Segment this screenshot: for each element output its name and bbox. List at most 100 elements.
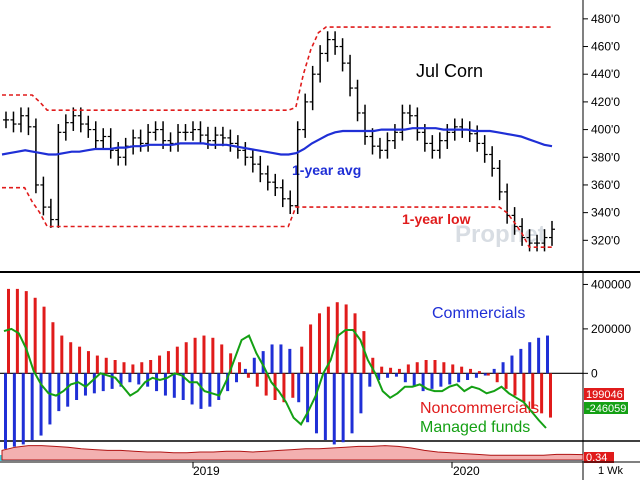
positions-tick-label: 0 xyxy=(591,366,598,380)
commercials-bar xyxy=(181,373,185,400)
noncommercials-bar xyxy=(264,373,268,396)
noncommercials-bar xyxy=(522,373,526,403)
noncommercials-bar xyxy=(24,291,28,374)
noncommercials-bar xyxy=(531,373,535,409)
noncommercials-bar xyxy=(451,364,455,374)
noncommercials-bar xyxy=(158,355,162,374)
noncommercials-bar xyxy=(469,368,473,374)
noncommercials-bar xyxy=(326,306,330,374)
commercials-bar xyxy=(288,348,292,374)
noncommercials-bar xyxy=(78,346,82,374)
commercials-bar xyxy=(243,368,247,374)
commercials-bar xyxy=(137,373,141,385)
commercials-bar xyxy=(386,373,390,378)
noncommercials-bar xyxy=(549,373,552,418)
noncommercials-bar xyxy=(495,373,499,383)
noncommercials-bar xyxy=(33,297,37,374)
commercials-bar xyxy=(226,373,230,392)
commercials-bar xyxy=(359,373,363,414)
noncommercials-bar xyxy=(7,288,10,374)
noncommercials-bar xyxy=(380,366,384,374)
commercials-bar xyxy=(83,373,87,396)
noncommercials-bar xyxy=(175,346,179,374)
commercials-bar xyxy=(163,373,167,396)
commercials-bar xyxy=(394,373,398,377)
price-y-axis: 480'0 460'0 440'0 420'0 400'0 380'0 360'0 340'0… xyxy=(583,12,620,247)
noncommercials-bar xyxy=(371,357,375,374)
noncommercials-bar xyxy=(51,322,55,374)
avg-line xyxy=(1,127,553,156)
commercials-bar xyxy=(172,373,176,398)
commercials-bar xyxy=(12,373,16,447)
indicator-area xyxy=(1,445,584,461)
commercials-bar xyxy=(235,373,239,383)
commercials-bar xyxy=(48,373,52,425)
noncommercials-bar xyxy=(229,353,233,374)
readout-indicator: 0.34 xyxy=(586,452,607,464)
noncommercials-bar xyxy=(353,313,357,374)
noncommercials-bar xyxy=(113,360,117,374)
price-chart-title: Jul Corn xyxy=(416,61,483,81)
noncommercials-bar xyxy=(282,373,286,403)
commercials-bar xyxy=(403,373,407,383)
noncommercials-bar xyxy=(477,371,481,374)
noncommercials-bar xyxy=(69,342,73,374)
noncommercials-bar xyxy=(460,366,464,374)
commercials-bar xyxy=(332,373,336,445)
commercials-bar xyxy=(30,373,34,440)
positions-tick-label: 200000 xyxy=(591,322,631,336)
commercials-bar xyxy=(510,355,514,374)
noncommercials-bar xyxy=(238,362,242,374)
noncommercials-bar xyxy=(513,373,517,396)
commercials-bar xyxy=(466,373,470,380)
noncommercials-bar xyxy=(86,351,90,374)
noncommercials-bar xyxy=(309,324,313,374)
commercials-bar xyxy=(21,373,25,445)
noncommercials-bar xyxy=(442,362,446,374)
noncommercials-bar xyxy=(220,344,224,374)
commercials-bar xyxy=(314,373,318,434)
interval-label: 1 Wk xyxy=(598,465,624,477)
commercials-bar xyxy=(66,373,70,407)
noncommercials-bar xyxy=(122,362,126,374)
noncommercials-bar xyxy=(211,337,215,374)
x-label-2020: 2020 xyxy=(453,464,480,478)
commercials-bar xyxy=(190,373,194,405)
noncommercials-bar xyxy=(389,367,393,374)
commercials-bar xyxy=(252,357,256,374)
noncommercials-bar xyxy=(406,364,410,374)
commercials-bar xyxy=(439,373,443,387)
commercials-bar xyxy=(155,373,159,392)
commercials-bar xyxy=(341,373,345,443)
readout-managed-funds-bg xyxy=(584,402,628,414)
commercials-bar xyxy=(430,373,434,389)
commercials-bar xyxy=(199,373,203,409)
commercials-bar xyxy=(128,373,132,383)
noncommercials-bar xyxy=(15,288,19,374)
commercials-bar xyxy=(546,335,549,374)
positions-tick-label: 400000 xyxy=(591,277,631,291)
noncommercials-bar xyxy=(149,360,153,374)
noncommercials-bar xyxy=(344,304,348,374)
noncommercials-bar xyxy=(540,373,544,414)
price-tick-label: 380'0 xyxy=(591,150,620,164)
noncommercials-bar xyxy=(104,357,108,374)
commercials-bar xyxy=(297,373,301,403)
commercials-bar xyxy=(483,373,487,376)
high-line xyxy=(2,26,552,111)
x-label-2019: 2019 xyxy=(193,464,220,478)
noncommercials-bar xyxy=(397,368,401,374)
readout-indicator-bg xyxy=(584,452,614,463)
noncommercials-bar xyxy=(95,355,99,374)
noncommercials-bar xyxy=(504,373,508,389)
commercials-bar xyxy=(377,373,381,380)
noncommercials-bar xyxy=(255,373,259,387)
noncommercials-bar xyxy=(202,335,206,374)
price-tick-label: 440'0 xyxy=(591,67,620,81)
commercials-bar xyxy=(474,373,478,378)
price-tick-label: 460'0 xyxy=(591,40,620,54)
commercials-bar xyxy=(350,373,354,434)
commercials-bar xyxy=(492,368,496,374)
